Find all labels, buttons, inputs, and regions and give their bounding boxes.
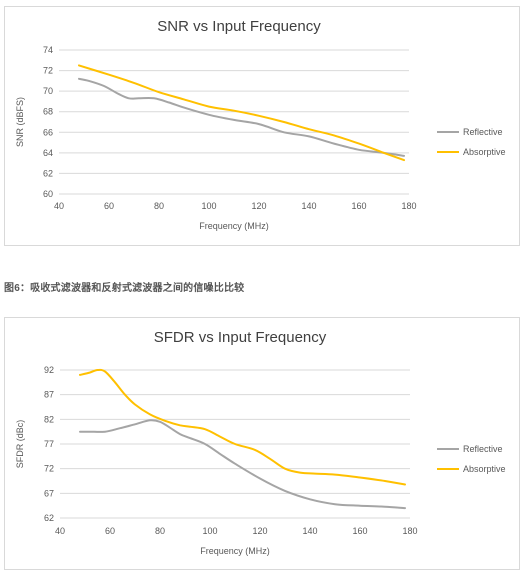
x-tick-label: 100 [201, 201, 216, 211]
x-tick-label: 140 [302, 526, 317, 536]
series-line-reflective [78, 77, 405, 157]
x-axis-label: Frequency (MHz) [199, 221, 269, 231]
x-tick-label: 160 [352, 526, 367, 536]
legend-label-absorptive: Absorptive [463, 464, 506, 474]
x-tick-label: 100 [202, 526, 217, 536]
y-tick-label: 92 [44, 365, 54, 375]
legend-label-absorptive: Absorptive [463, 147, 506, 157]
x-tick-label: 180 [402, 526, 417, 536]
x-axis-label: Frequency (MHz) [200, 546, 270, 556]
y-tick-label: 68 [43, 107, 53, 117]
x-tick-label: 180 [401, 201, 416, 211]
snr-chart-panel: SNR vs Input Frequency 60 62 64 66 68 70 72 74 40… [4, 6, 520, 246]
snr-chart: SNR vs Input Frequency 60 62 64 66 68 70 72 74 40… [15, 18, 506, 231]
legend-label-reflective: Reflective [463, 444, 503, 454]
y-tick-label: 62 [44, 513, 54, 523]
y-tick-label: 74 [43, 45, 53, 55]
series-line-absorptive [78, 64, 405, 162]
x-tick-label: 160 [351, 201, 366, 211]
x-tick-label: 60 [105, 526, 115, 536]
y-axis-label: SFDR (dBc) [15, 420, 25, 469]
y-tick-label: 72 [44, 464, 54, 474]
x-tick-label: 40 [54, 201, 64, 211]
y-tick-label: 60 [43, 189, 53, 199]
chart-title: SNR vs Input Frequency [157, 18, 321, 35]
y-tick-label: 72 [43, 66, 53, 76]
series-line-reflective [79, 419, 406, 510]
x-tick-label: 140 [301, 201, 316, 211]
legend-label-reflective: Reflective [463, 127, 503, 137]
x-tick-label: 120 [251, 201, 266, 211]
x-tick-label: 80 [154, 201, 164, 211]
sfdr-chart: SFDR vs Input Frequency 62 67 72 77 82 87 92 40 6… [15, 329, 506, 556]
y-tick-label: 67 [44, 488, 54, 498]
series-line-absorptive [79, 368, 406, 486]
y-tick-label: 77 [44, 439, 54, 449]
y-axis-label: SNR (dBFS) [15, 97, 25, 147]
x-tick-label: 40 [55, 526, 65, 536]
y-tick-label: 62 [43, 168, 53, 178]
chart-title: SFDR vs Input Frequency [154, 329, 327, 346]
y-tick-label: 82 [44, 414, 54, 424]
y-tick-label: 70 [43, 86, 53, 96]
y-tick-label: 87 [44, 390, 54, 400]
figure-caption: 图6：吸收式滤波器和反射式滤波器之间的信噪比比较 [4, 283, 245, 294]
x-tick-label: 120 [252, 526, 267, 536]
y-tick-label: 64 [43, 148, 53, 158]
y-tick-label: 66 [43, 127, 53, 137]
sfdr-chart-panel: SFDR vs Input Frequency 62 67 72 77 82 87 92 40 6… [4, 317, 520, 570]
x-tick-label: 60 [104, 201, 114, 211]
x-tick-label: 80 [155, 526, 165, 536]
